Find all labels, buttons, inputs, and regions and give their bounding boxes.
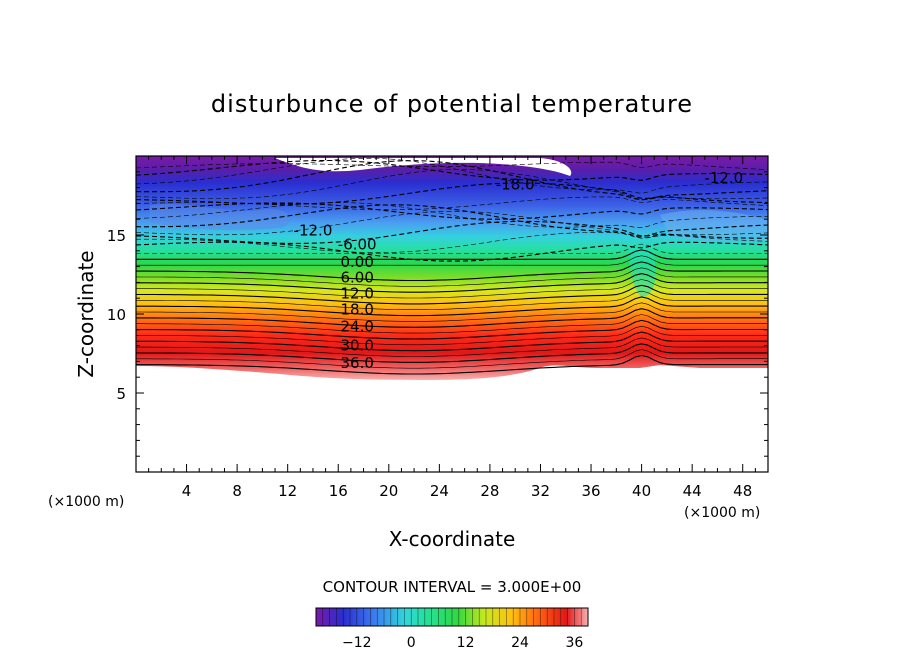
contour-labels: -18.0 -12.0 -12.0 -6.000.006.0012.018.024.0… — [294, 169, 744, 372]
x-tick-label: 44 — [683, 482, 702, 500]
contour-line — [136, 160, 768, 201]
x-tick-label: 20 — [379, 482, 398, 500]
contour-line — [136, 343, 768, 363]
contour-line — [136, 354, 768, 375]
y-axis-label: Z-coordinate — [74, 250, 98, 377]
contour-interval-text: CONTOUR INTERVAL = 3.000E+00 — [323, 578, 582, 596]
field-fill — [136, 156, 768, 380]
contour-label: 18.0 — [340, 300, 373, 318]
contour-label: -6.00 — [338, 235, 377, 253]
contour-label: 6.00 — [340, 269, 373, 287]
contour-line — [136, 284, 768, 305]
contour-line — [136, 232, 768, 253]
contour-line — [136, 296, 768, 317]
contour-line — [136, 182, 768, 205]
colorbar-tick-label: 24 — [511, 635, 529, 651]
contour-line — [136, 202, 768, 220]
x-tick-label: 48 — [733, 482, 752, 500]
contour-line — [136, 210, 768, 239]
contour-line — [136, 337, 768, 357]
x-tick-label: 4 — [182, 482, 192, 500]
colorbar-tick-label: 0 — [407, 635, 416, 651]
contour-line — [136, 255, 768, 266]
contour-label: -12.0 — [294, 221, 333, 239]
contour-line — [136, 267, 768, 287]
contour-label: 36.0 — [340, 354, 373, 372]
contour-label: 12.0 — [340, 284, 373, 302]
field-gap-top — [275, 158, 572, 176]
contour-lines — [136, 157, 768, 375]
plot-area — [136, 156, 768, 380]
contour-line — [136, 202, 768, 228]
y-tick-label: 10 — [107, 306, 126, 324]
colorbar-tick-label: 36 — [565, 635, 583, 651]
chart-title: disturbunce of potential temperature — [211, 90, 693, 118]
contour-line — [136, 159, 768, 181]
contour-line — [136, 279, 768, 299]
field-patch-upper — [150, 203, 291, 230]
contour-line — [136, 314, 768, 334]
contour-line — [136, 349, 768, 369]
contour-line — [136, 319, 768, 340]
contour-line — [136, 308, 768, 328]
x-tick-label: 8 — [232, 482, 242, 500]
colorbar-divisions — [322, 608, 582, 626]
contour-line — [136, 157, 768, 194]
contour-label: 0.00 — [340, 253, 373, 271]
colorbar: −12 0 12 24 36 — [315, 607, 589, 651]
x-tick-label: 12 — [278, 482, 297, 500]
x-unit-label: (×1000 m) — [684, 505, 760, 521]
contour-line — [136, 243, 768, 254]
x-tick-label: 36 — [581, 482, 600, 500]
contour-line — [136, 273, 768, 293]
contour-line — [136, 290, 768, 310]
contour-line — [136, 169, 768, 200]
colorbar-tick-label: −12 — [342, 635, 372, 651]
x-tick-label: 16 — [329, 482, 348, 500]
contour-label: 24.0 — [340, 318, 373, 336]
x-tick-label: 24 — [430, 482, 449, 500]
x-tick-label: 40 — [632, 482, 651, 500]
x-tick-label: 32 — [531, 482, 550, 500]
contour-label: 30.0 — [340, 337, 373, 355]
x-tick-label: 28 — [480, 482, 499, 500]
contour-line — [136, 249, 768, 260]
contour-line — [136, 204, 768, 237]
colorbar-ticks: −12 0 12 24 36 — [342, 635, 583, 651]
contour-line — [136, 325, 768, 346]
colorbar-tick-label: 12 — [457, 635, 475, 651]
contour-line — [136, 220, 768, 244]
contour-line — [136, 261, 768, 282]
y-unit-label: (×1000 m) — [48, 494, 124, 510]
y-tick-label: 15 — [107, 227, 126, 245]
y-tick-label: 5 — [116, 385, 126, 403]
contour-label: -12.0 — [704, 169, 743, 187]
contour-line — [136, 302, 768, 322]
contour-line — [136, 331, 768, 352]
contour-line — [136, 161, 768, 170]
x-axis-label: X-coordinate — [389, 527, 516, 551]
contour-label: -18.0 — [496, 175, 535, 193]
